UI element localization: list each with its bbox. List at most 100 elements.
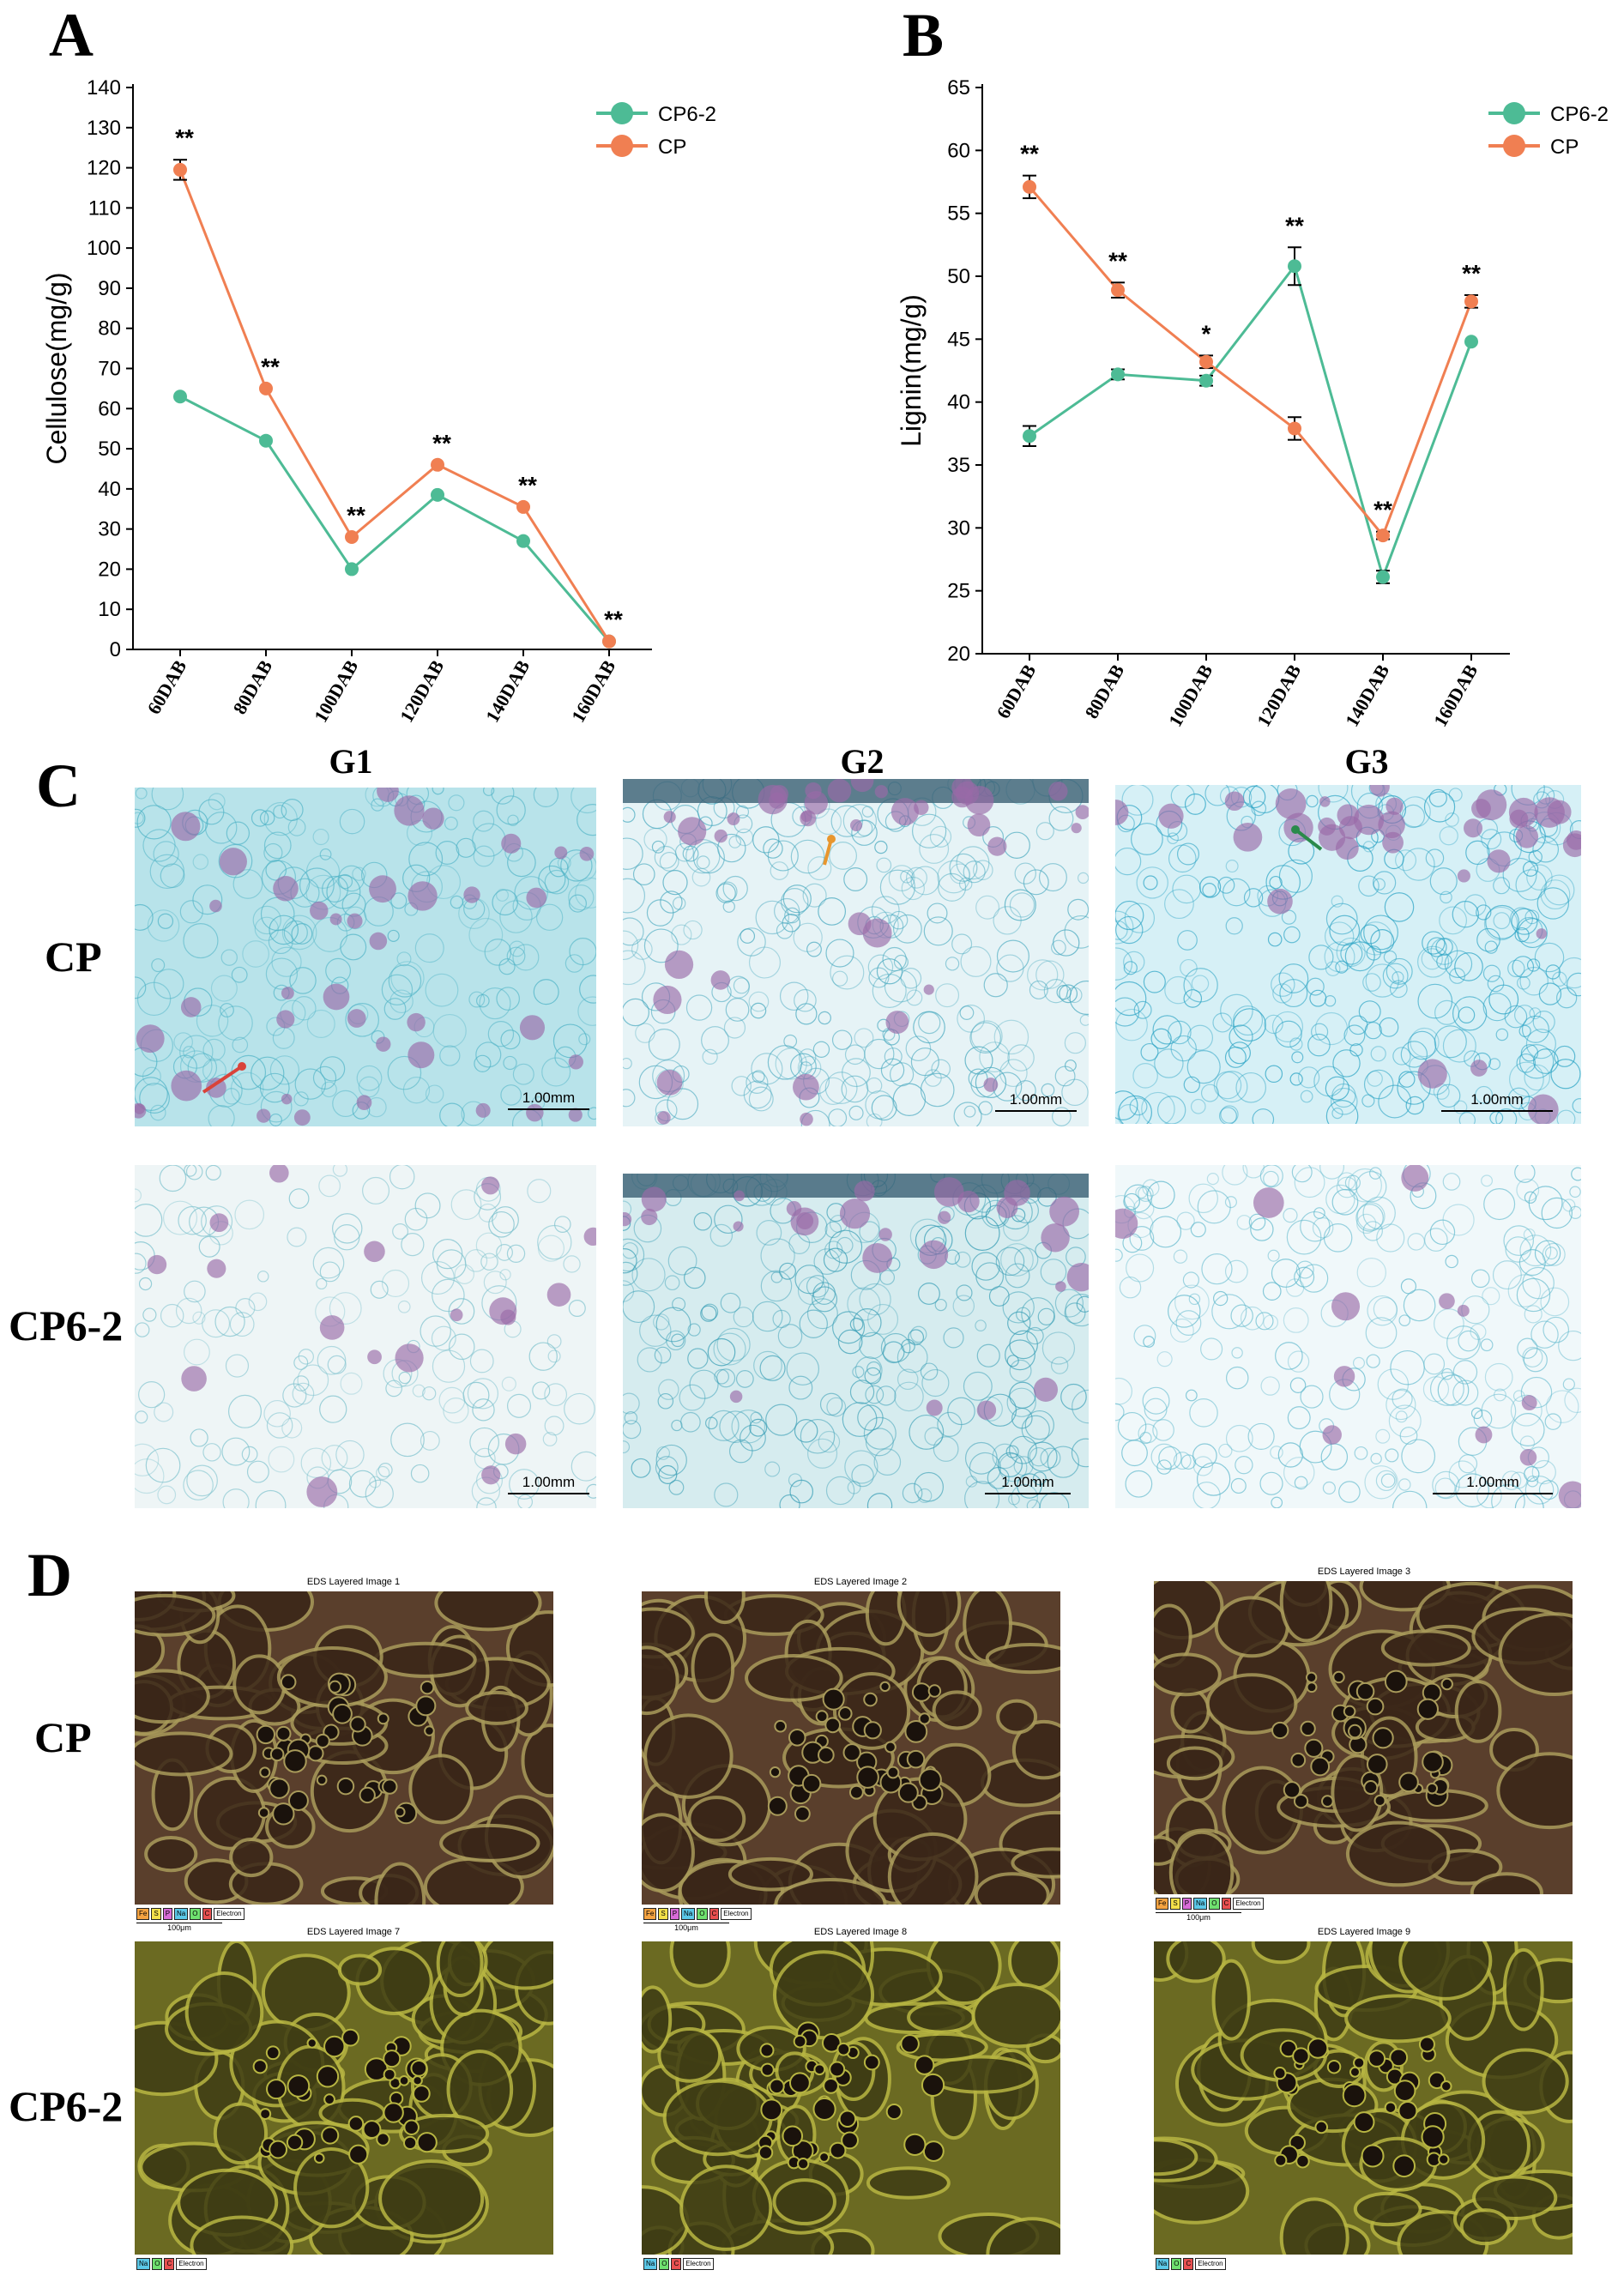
cell-outline xyxy=(1442,1204,1475,1236)
cell-outline xyxy=(265,957,299,990)
eds-vessel xyxy=(848,1784,864,1800)
eds-cell xyxy=(772,2178,836,2225)
eds-vessel xyxy=(782,2125,804,2147)
cell-outline xyxy=(1059,984,1078,1004)
cell-outline xyxy=(1522,1346,1543,1367)
cell-outline xyxy=(1146,1180,1175,1210)
cell-outline xyxy=(1052,1107,1072,1126)
eds-legend-item: C xyxy=(709,1908,720,1920)
cell-outline xyxy=(1521,1015,1549,1043)
cell-outline xyxy=(1358,875,1379,897)
cell-outline xyxy=(462,1381,490,1409)
cell-outline xyxy=(914,1471,944,1502)
stained-spot xyxy=(135,1103,145,1114)
y-tick-label: 25 xyxy=(947,580,970,603)
cell-outline xyxy=(889,1062,915,1087)
cell-outline xyxy=(263,831,292,860)
stained-spot xyxy=(568,1108,583,1122)
cell-outline xyxy=(234,1199,265,1230)
cell-outline xyxy=(733,977,750,994)
cell-outline xyxy=(578,1033,591,1046)
cell-outline xyxy=(340,1372,363,1395)
eds-vessel xyxy=(1326,2059,1342,2074)
cell-outline xyxy=(1133,1325,1156,1348)
cell-outline xyxy=(1493,877,1511,895)
eds-cell xyxy=(1502,1947,1544,2031)
cell-outline xyxy=(1439,906,1468,935)
cell-outline xyxy=(956,846,990,880)
stained-spot xyxy=(1267,888,1293,915)
eds-vessel xyxy=(377,1712,389,1725)
cell-outline xyxy=(1429,1219,1456,1246)
cell-outline xyxy=(882,946,907,972)
eds-vessel xyxy=(856,1766,879,1789)
cell-outline xyxy=(142,829,176,862)
cell-outline xyxy=(1378,1084,1412,1119)
cell-outline xyxy=(365,1479,394,1508)
eds-vessel xyxy=(323,2093,335,2106)
cell-outline xyxy=(924,1069,942,1087)
cell-outline xyxy=(1308,945,1334,970)
eds-cell xyxy=(703,1591,746,1625)
cell-outline xyxy=(1222,1165,1248,1186)
cell-outline xyxy=(1191,975,1210,993)
cell-outline xyxy=(472,1398,495,1422)
eds-vessel xyxy=(266,2079,287,2100)
cell-outline xyxy=(1505,1236,1531,1263)
cell-outline xyxy=(1440,890,1452,904)
cell-outline xyxy=(1445,1254,1458,1269)
eds-cell xyxy=(184,1971,264,2054)
cell-outline xyxy=(1027,959,1059,991)
cell-outline xyxy=(312,916,348,952)
cell-outline xyxy=(1216,1071,1248,1103)
eds-cell xyxy=(135,1593,216,1637)
cell-outline xyxy=(1152,1419,1174,1441)
cell-outline xyxy=(1395,849,1417,872)
stained-spot xyxy=(356,1095,372,1111)
eds-cell xyxy=(1166,1941,1226,1983)
cell-outline xyxy=(487,1020,515,1047)
cell-outline xyxy=(970,1020,1003,1053)
cell-outline xyxy=(1313,1066,1345,1097)
cell-outline xyxy=(897,1368,919,1391)
cell-outline xyxy=(1143,970,1166,993)
cell-outline xyxy=(255,1489,287,1508)
cell-outline xyxy=(657,1392,674,1410)
y-tick-label: 80 xyxy=(98,317,121,341)
cell-outline xyxy=(1349,1043,1363,1057)
cell-outline xyxy=(135,1077,168,1111)
stained-spot xyxy=(450,1308,463,1322)
cell-outline xyxy=(763,838,783,859)
eds-image-9 xyxy=(1154,1941,1573,2255)
stained-spot xyxy=(257,1108,271,1123)
cell-outline xyxy=(450,1189,482,1221)
y-tick-label: 70 xyxy=(98,358,121,381)
cell-outline xyxy=(544,1383,568,1407)
cell-outline xyxy=(716,881,738,903)
eds-cell xyxy=(229,1837,274,1878)
cell-outline xyxy=(1398,1314,1411,1326)
stained-spot xyxy=(623,1211,632,1227)
cell-outline xyxy=(671,1333,685,1348)
cell-outline xyxy=(1398,1071,1416,1088)
cell-outline xyxy=(1392,971,1404,984)
cell-outline xyxy=(186,1464,218,1497)
cell-outline xyxy=(1252,1108,1275,1124)
stained-spot xyxy=(281,1093,293,1105)
cell-outline xyxy=(229,1312,255,1337)
stained-spot xyxy=(323,983,350,1011)
cell-outline xyxy=(1229,1024,1253,1049)
cell-outline xyxy=(623,1290,655,1324)
eds-vessel xyxy=(1361,2144,1385,2168)
stained-spot xyxy=(1457,1304,1470,1317)
cell-outline xyxy=(381,974,414,1005)
stained-spot xyxy=(862,1243,893,1273)
cell-outline xyxy=(759,1355,786,1381)
cell-outline xyxy=(1021,1415,1050,1444)
cell-outline xyxy=(1331,1188,1359,1216)
series-line-0 xyxy=(179,395,611,643)
eds-cell xyxy=(1470,1872,1543,1894)
data-point xyxy=(345,530,359,544)
series-line-1 xyxy=(1028,185,1473,539)
cell-outline xyxy=(971,1252,1000,1281)
